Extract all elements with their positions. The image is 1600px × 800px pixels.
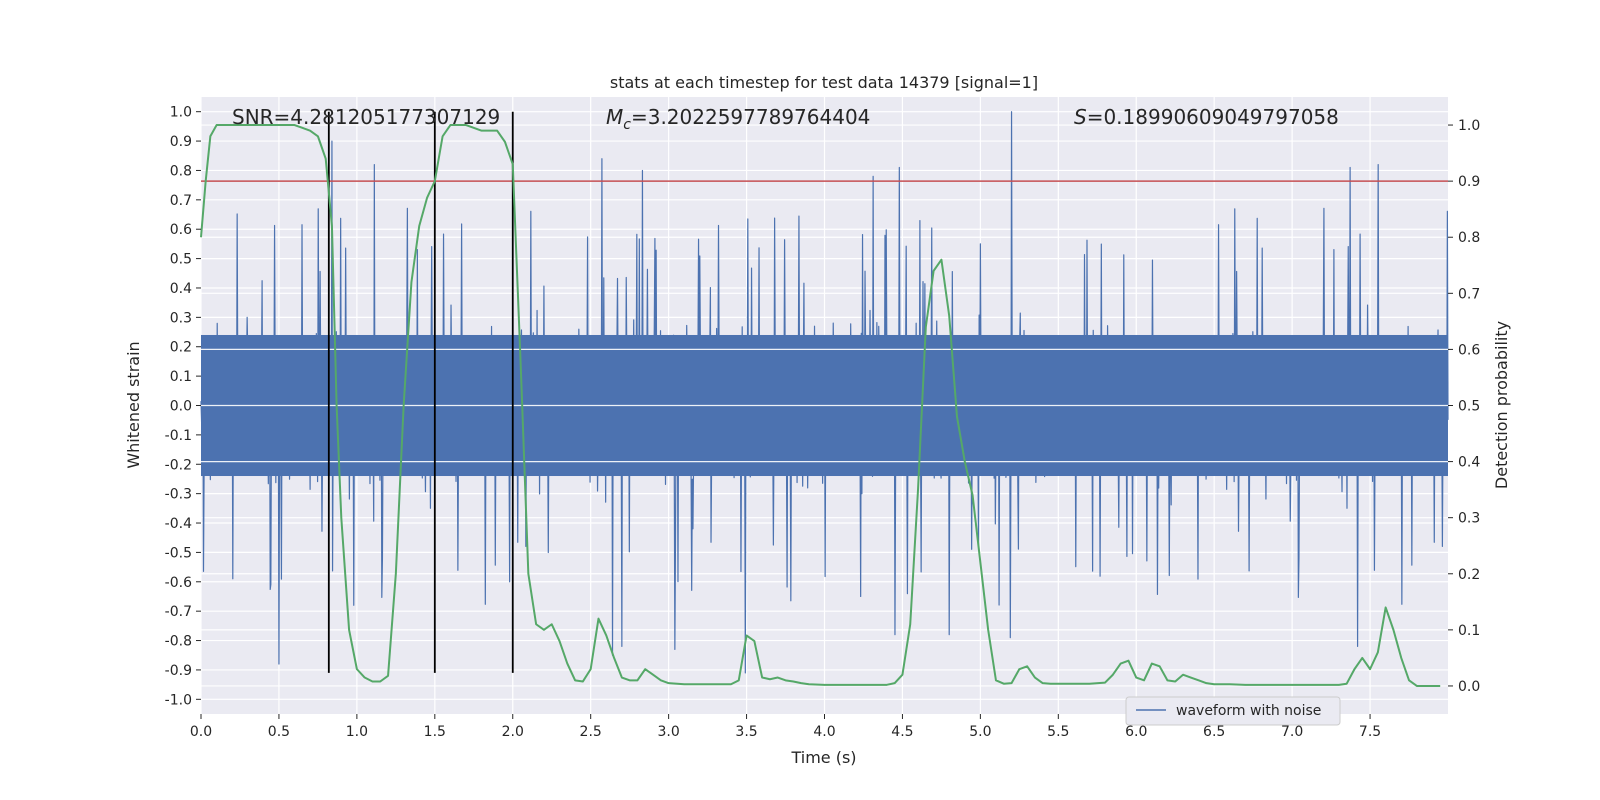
x-tick-label-2: 1.0	[346, 724, 368, 740]
y-right-tick-label-5: 0.5	[1458, 399, 1480, 415]
y-left-tick-label-8: 0.2	[170, 340, 192, 356]
x-axis-ticks: 0.0 0.5 1.0 1.5 2.0 2.5 3.0 3.5 4.0 4.5 5.0 5.5 6.0 6…	[190, 714, 1381, 740]
x-tick-label-4: 2.0	[502, 724, 524, 740]
y-right-tick-label-8: 0.2	[1458, 567, 1480, 583]
chirp-mass-annotation: Mc=3.2022597789764404	[606, 105, 870, 133]
y-left-tick-label-13: -0.3	[165, 487, 192, 503]
probability-line	[200, 124, 1441, 687]
y-axis-left-ticks: 1.0 0.9 0.8 0.7 0.6 0.5 0.4 0.3 0.2 0.1 0.0 -0.1 -0.…	[165, 105, 201, 708]
x-tick-label-8: 4.0	[813, 724, 835, 740]
y-right-tick-label-9: 0.1	[1458, 623, 1480, 639]
chirp-mass-value: =3.2022597789764404	[631, 105, 870, 129]
x-tick-label-0: 0.0	[190, 724, 212, 740]
x-tick-label-3: 1.5	[424, 724, 446, 740]
legend-box	[1125, 696, 1341, 726]
y-axis-left-label: Whitened strain	[124, 341, 143, 468]
waveform-series	[200, 111, 1449, 674]
y-right-tick-label-6: 0.4	[1458, 455, 1480, 471]
y-axis-right-label: Detection probability	[1492, 321, 1511, 489]
chirp-mass-subscript: c	[623, 117, 631, 133]
y-right-tick-label-0: 1.0	[1458, 118, 1480, 134]
y-left-tick-label-18: -0.8	[165, 634, 192, 650]
s-symbol: S	[1074, 105, 1087, 129]
y-right-tick-label-7: 0.3	[1458, 511, 1480, 527]
s-annotation: S=0.18990609049797058	[1074, 105, 1339, 129]
y-left-tick-label-6: 0.4	[170, 281, 192, 297]
y-left-tick-label-20: -1.0	[165, 692, 192, 708]
x-tick-label-14: 7.0	[1281, 724, 1303, 740]
y-left-tick-label-11: -0.1	[165, 428, 192, 444]
event-lines	[327, 111, 514, 673]
y-left-tick-label-5: 0.5	[170, 252, 192, 268]
y-left-tick-label-1: 0.9	[170, 134, 192, 150]
y-left-tick-label-12: -0.2	[165, 457, 192, 473]
legend-label: waveform with noise	[1176, 703, 1321, 719]
y-left-tick-label-16: -0.6	[165, 575, 192, 591]
y-right-tick-label-1: 0.9	[1458, 174, 1480, 190]
chart-title: stats at each timestep for test data 143…	[610, 73, 1038, 92]
snr-annotation: SNR=4.281205177307129	[232, 105, 500, 129]
x-tick-label-15: 7.5	[1359, 724, 1381, 740]
y-left-tick-label-15: -0.5	[165, 545, 192, 561]
x-tick-label-11: 5.5	[1047, 724, 1069, 740]
x-tick-label-7: 3.5	[735, 724, 757, 740]
y-right-tick-label-2: 0.8	[1458, 230, 1480, 246]
y-left-tick-label-9: 0.1	[170, 369, 192, 385]
legend: waveform with noise	[1125, 696, 1341, 726]
y-left-tick-label-4: 0.6	[170, 222, 192, 238]
x-tick-label-9: 4.5	[891, 724, 913, 740]
y-axis-right-ticks: 1.0 0.9 0.8 0.7 0.6 0.5 0.4 0.3 0.2 0.1 0.0	[1448, 118, 1480, 695]
x-tick-label-5: 2.5	[580, 724, 602, 740]
y-right-tick-label-3: 0.7	[1458, 286, 1480, 302]
y-left-tick-label-2: 0.8	[170, 163, 192, 179]
x-tick-label-10: 5.0	[969, 724, 991, 740]
y-right-tick-label-4: 0.6	[1458, 342, 1480, 358]
y-left-tick-label-7: 0.3	[170, 310, 192, 326]
x-tick-label-12: 6.0	[1125, 724, 1147, 740]
x-axis-label: Time (s)	[790, 748, 856, 767]
y-left-tick-label-14: -0.4	[165, 516, 192, 532]
y-left-tick-label-3: 0.7	[170, 193, 192, 209]
chirp-mass-symbol: M	[606, 105, 623, 129]
x-tick-label-6: 3.0	[657, 724, 679, 740]
y-left-tick-label-10: 0.0	[170, 399, 192, 415]
x-tick-label-1: 0.5	[268, 724, 290, 740]
y-left-tick-label-17: -0.7	[165, 604, 192, 620]
y-right-tick-label-10: 0.0	[1458, 679, 1480, 695]
y-left-tick-label-0: 1.0	[170, 105, 192, 121]
y-left-tick-label-19: -0.9	[165, 663, 192, 679]
s-value: =0.18990609049797058	[1087, 105, 1339, 129]
probability-series	[200, 124, 1441, 687]
x-tick-label-13: 6.5	[1203, 724, 1225, 740]
